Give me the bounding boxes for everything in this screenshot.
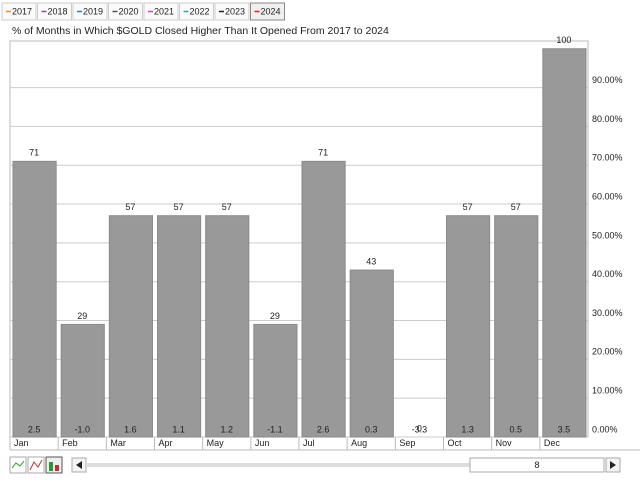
data-label: 57 [174,202,184,212]
average-change-label: 1.2 [220,424,233,434]
y-tick-label: 0.00% [592,424,618,434]
bar [60,323,105,438]
scroll-track [86,463,470,467]
y-tick-label: 20.00% [592,347,623,357]
average-change-label: -1.0 [74,424,90,434]
data-label: 0 [417,423,422,433]
legend-label: 2017 [12,6,32,16]
bar [205,215,250,438]
data-label: 57 [511,202,521,212]
data-label: 57 [125,202,135,212]
bar [494,215,539,438]
bar [349,269,394,438]
x-tick-label: Sep [399,438,415,448]
legend-button[interactable] [214,2,250,21]
legend-label: 2020 [119,6,139,16]
legend-button[interactable] [1,2,37,21]
y-tick-label: 10.00% [592,386,623,396]
bar [12,160,57,438]
y-tick-label: 40.00% [592,269,623,279]
data-label: 71 [29,148,39,158]
average-change-label: -3.3 [412,424,428,434]
scroll-value: 8 [534,460,539,470]
y-tick-label: 50.00% [592,230,623,240]
x-tick-label: Oct [448,438,463,448]
average-change-label: 0.5 [509,424,522,434]
legend-button[interactable] [143,2,179,21]
x-tick-label: Mar [110,438,126,448]
y-tick-label: 70.00% [592,153,623,163]
data-label: 57 [463,202,473,212]
legend-label: 2021 [154,6,174,16]
bar [108,215,154,438]
legend-button[interactable] [179,2,214,21]
x-tick-label: Jan [14,438,29,448]
data-label: 43 [366,256,376,266]
scroll-thumb[interactable] [469,457,605,473]
bar-icon-glyph [49,462,53,471]
bar [253,323,298,438]
y-tick-label: 30.00% [592,308,623,318]
arrow-left [76,461,82,469]
legend-label: 2018 [48,6,68,16]
legend-button[interactable] [108,2,143,21]
bar-icon[interactable] [45,456,63,474]
bar [301,160,346,438]
legend-button[interactable] [37,2,72,21]
data-label: 71 [318,148,328,158]
data-label: 29 [270,311,280,321]
legend-label: 2022 [190,6,210,16]
legend-label: 2023 [225,6,245,16]
average-change-label: 2.5 [28,424,41,434]
legend-label: 2024 [261,6,281,16]
bar [542,48,587,438]
bar [446,215,491,438]
toolbar: 8 [9,456,621,474]
average-change-label: -1.1 [267,424,283,434]
average-change-label: 2.6 [317,424,330,434]
bar [157,215,202,438]
x-tick-label: Jun [255,438,270,448]
y-tick-label: 80.00% [592,114,623,124]
line-icon-glyph [11,460,25,469]
arrow-right [610,461,616,469]
x-tick-label: May [207,438,225,448]
bar-icon-glyph [55,465,59,471]
x-tick-label: Jul [303,438,315,448]
x-tick-label: Dec [544,438,561,448]
average-change-label: 3.5 [558,424,571,434]
y-tick-label: 90.00% [592,75,623,85]
chart-title: % of Months in Which $GOLD Closed Higher… [12,25,389,37]
data-label: 100 [556,35,571,45]
y-tick-label: 60.00% [592,191,623,201]
x-tick-label: Aug [351,438,367,448]
average-change-label: 1.1 [172,424,185,434]
average-change-label: 1.3 [461,424,474,434]
x-tick-label: Nov [496,438,513,448]
perf-icon-glyph [29,459,43,471]
legend-button[interactable] [250,2,285,21]
x-tick-label: Feb [62,438,78,448]
data-label: 29 [77,311,87,321]
legend-label: 2019 [83,6,103,16]
data-label: 57 [222,202,232,212]
average-change-label: 0.3 [365,424,378,434]
x-tick-label: Apr [159,438,173,448]
legend-button[interactable] [72,2,108,21]
average-change-label: 1.6 [124,424,137,434]
